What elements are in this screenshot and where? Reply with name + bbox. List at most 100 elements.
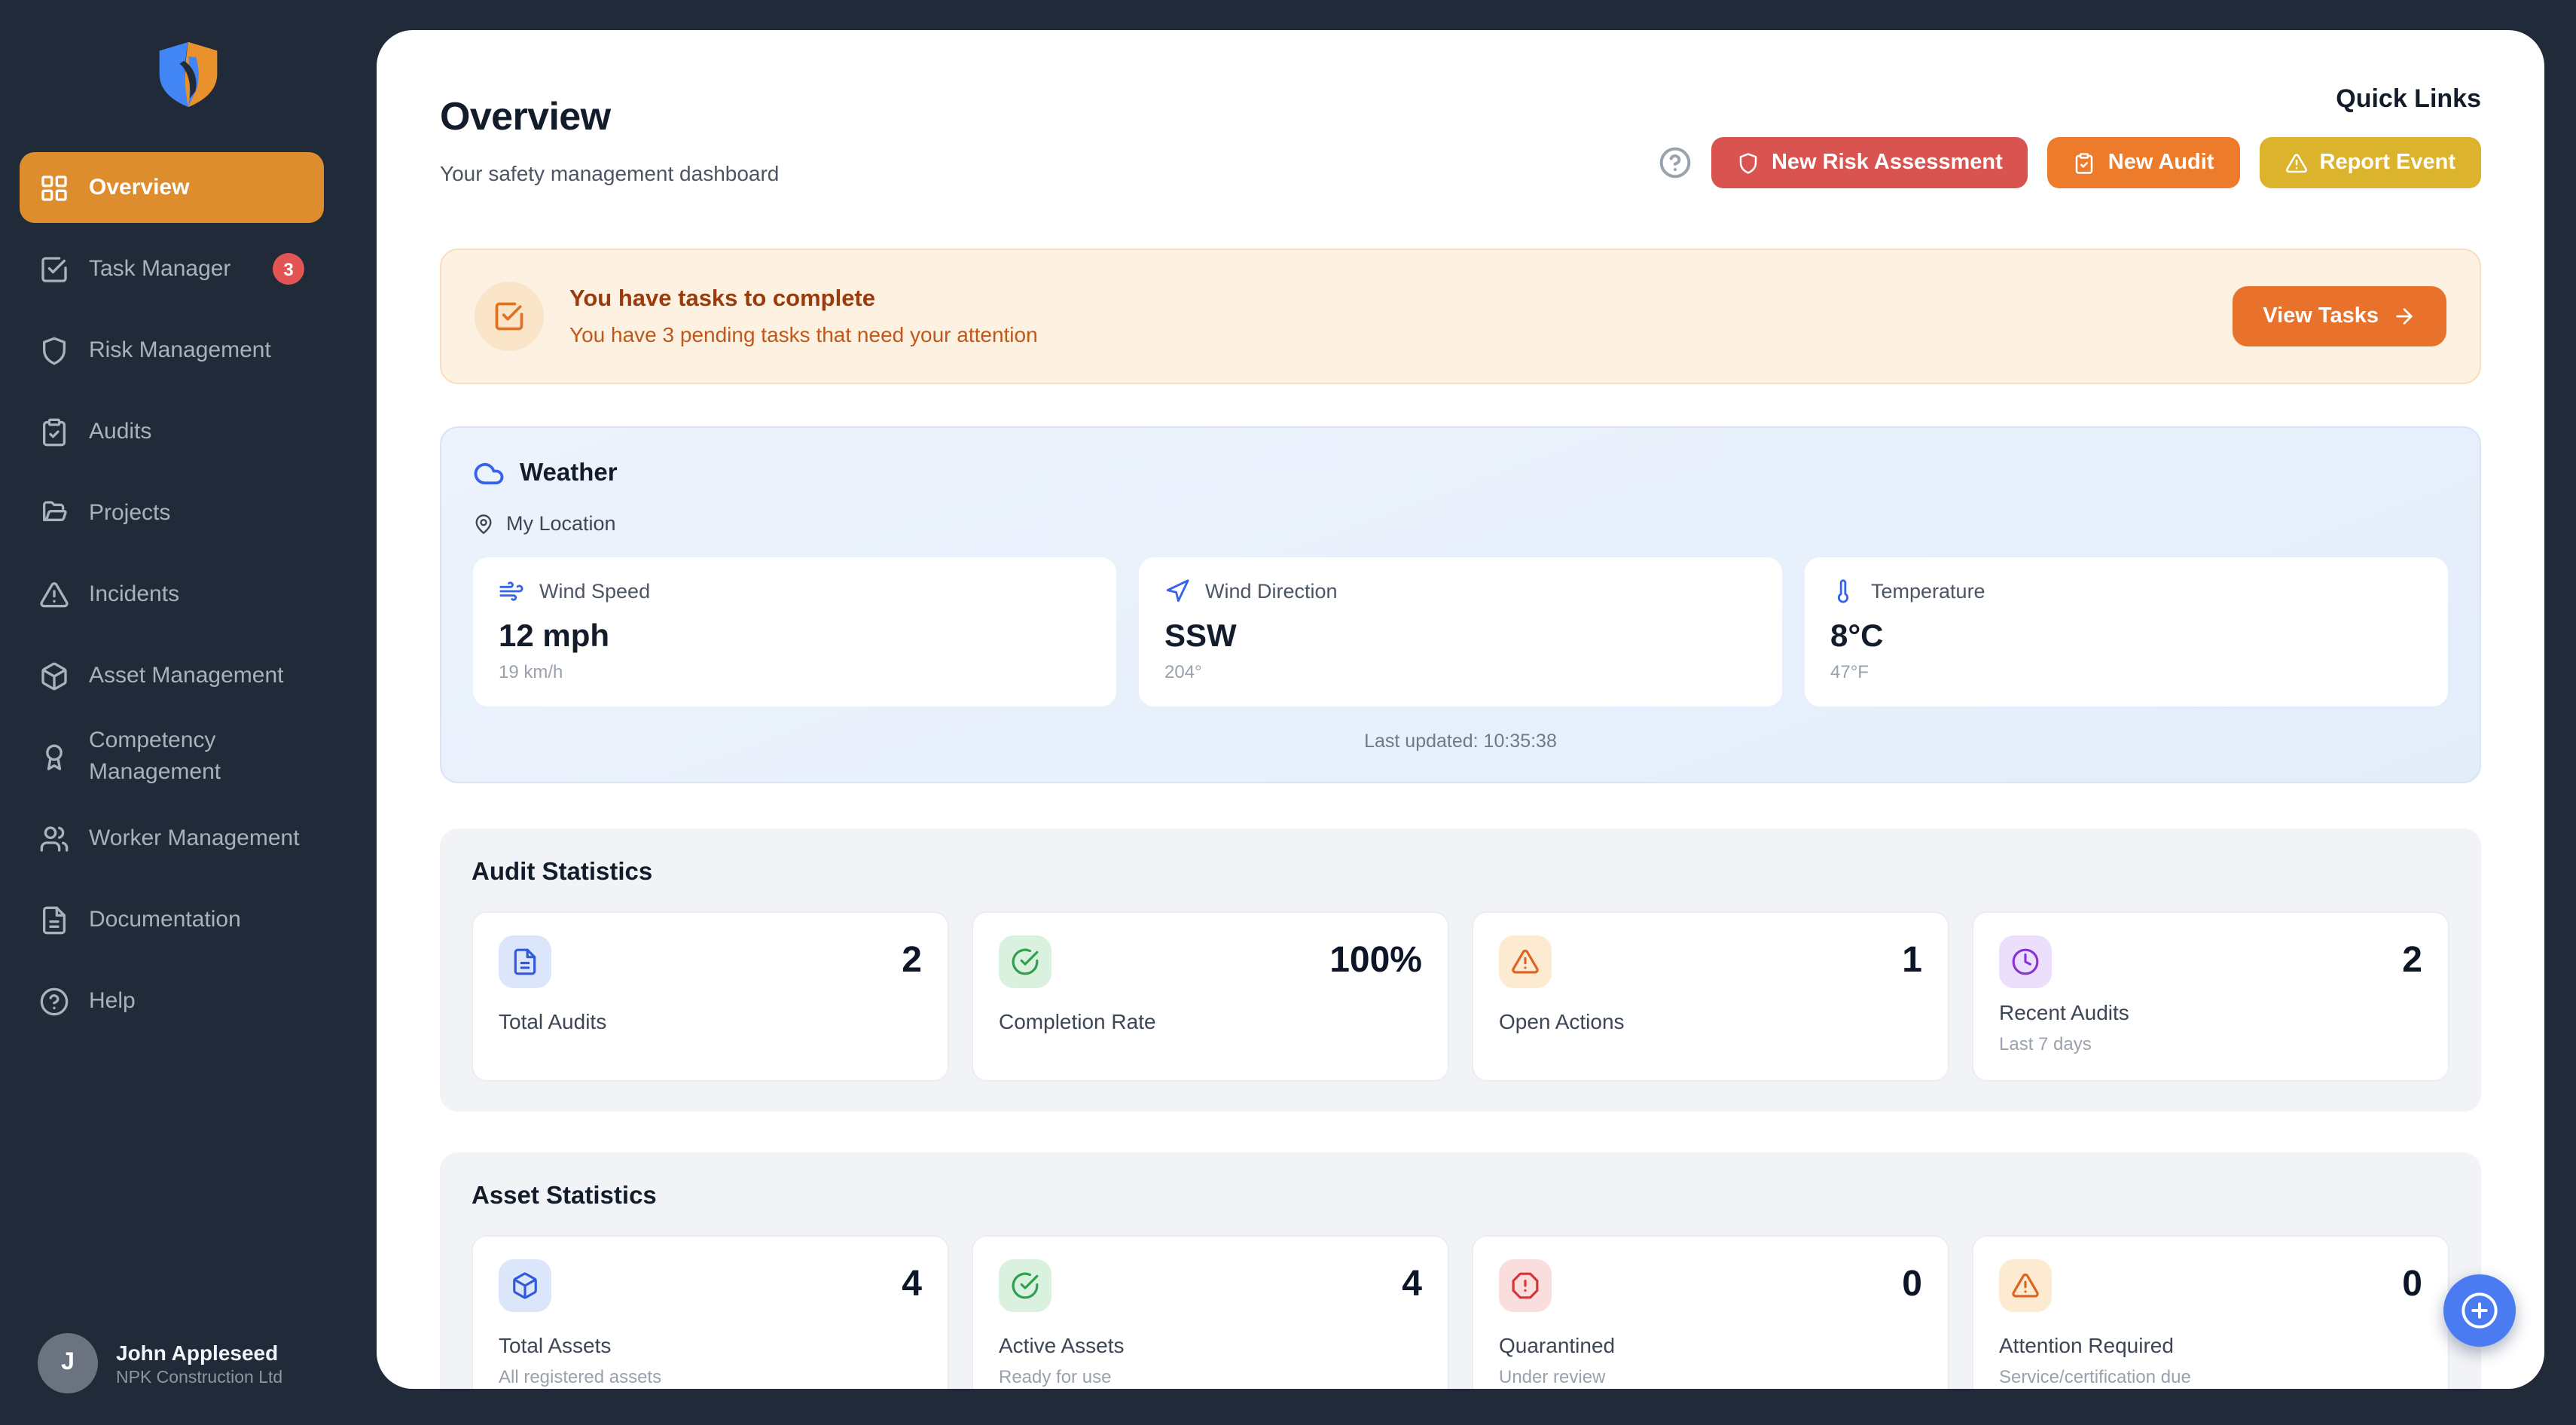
sidebar-item-label: Audits: [89, 419, 152, 444]
new-risk-assessment-button[interactable]: New Risk Assessment: [1711, 137, 2028, 188]
new-audit-button[interactable]: New Audit: [2047, 137, 2240, 188]
arrow-right-icon: [2392, 304, 2416, 328]
folder-open-icon: [39, 498, 69, 528]
page-header: Overview Your safety management dashboar…: [440, 84, 2481, 188]
user-profile[interactable]: J John Appleseed NPK Construction Ltd: [0, 1333, 377, 1425]
metric-value: 12 mph: [499, 619, 610, 654]
view-tasks-button[interactable]: View Tasks: [2233, 286, 2446, 346]
sidebar-item-competency-management[interactable]: Competency Management: [20, 722, 324, 792]
open-actions-card: 1 Open Actions: [1472, 911, 1949, 1082]
add-fab-button[interactable]: [2443, 1274, 2516, 1347]
alert-triangle-icon: [2285, 151, 2308, 174]
clipboard-check-icon: [39, 417, 69, 447]
clock-icon: [1999, 935, 2052, 988]
alert-triangle-icon: [1999, 1259, 2052, 1312]
stat-value: 0: [1902, 1264, 1922, 1304]
stat-label: Quarantined: [1499, 1333, 1616, 1357]
sidebar-item-label: Incidents: [89, 581, 180, 607]
metric-value: SSW: [1164, 619, 1237, 654]
quick-links-heading: Quick Links: [2336, 84, 2481, 113]
sidebar-item-label: Help: [89, 988, 136, 1014]
quick-links-actions: New Risk Assessment New Audit Report Eve…: [1659, 137, 2481, 188]
sidebar-item-incidents[interactable]: Incidents: [20, 559, 324, 630]
pending-tasks-banner: You have tasks to complete You have 3 pe…: [440, 249, 2481, 384]
sidebar-item-label: Overview: [89, 175, 190, 200]
sidebar-item-label: Risk Management: [89, 337, 271, 363]
button-label: View Tasks: [2263, 304, 2379, 328]
button-label: New Audit: [2107, 151, 2214, 175]
package-icon: [499, 1259, 551, 1312]
app-logo: [0, 0, 377, 110]
map-pin-icon: [473, 513, 494, 534]
stat-value: 4: [1402, 1264, 1422, 1304]
quarantined-card: 0 Quarantined Under review: [1472, 1235, 1949, 1389]
weather-title: Weather: [520, 459, 618, 487]
main-content: Overview Your safety management dashboar…: [377, 30, 2544, 1389]
shield-logo-icon: [154, 38, 223, 110]
section-title: Audit Statistics: [472, 859, 653, 886]
wind-icon: [499, 578, 524, 604]
user-name: John Appleseed: [116, 1340, 279, 1364]
check-circle-icon: [999, 935, 1051, 988]
metric-sub: 47°F: [1830, 661, 1869, 682]
shield-icon: [1737, 151, 1760, 174]
section-title: Asset Statistics: [472, 1182, 657, 1210]
sidebar-item-projects[interactable]: Projects: [20, 478, 324, 548]
plus-circle-icon: [2460, 1291, 2499, 1330]
check-circle-icon: [999, 1259, 1051, 1312]
button-label: New Risk Assessment: [1771, 151, 2003, 175]
active-assets-card: 4 Active Assets Ready for use: [972, 1235, 1449, 1389]
report-event-button[interactable]: Report Event: [2259, 137, 2481, 188]
recent-audits-card: 2 Recent Audits Last 7 days: [1972, 911, 2449, 1082]
metric-label: Wind Direction: [1205, 580, 1338, 603]
sidebar-item-overview[interactable]: Overview: [20, 152, 324, 223]
asset-statistics-section: Asset Statistics 4 Total Assets All regi…: [440, 1152, 2481, 1389]
help-circle-icon[interactable]: [1659, 146, 1692, 179]
sidebar: Overview Task Manager 3 Risk Management …: [0, 0, 377, 1425]
thermometer-icon: [1830, 578, 1856, 604]
sidebar-item-label: Projects: [89, 500, 171, 526]
sidebar-item-help[interactable]: Help: [20, 966, 324, 1036]
stat-value: 0: [2402, 1264, 2422, 1304]
weather-location: My Location: [506, 512, 616, 535]
stat-label: Open Actions: [1499, 1009, 1625, 1033]
sidebar-item-label: Task Manager: [89, 256, 231, 282]
metric-value: 8°C: [1830, 619, 1884, 654]
sidebar-item-label: Worker Management: [89, 825, 300, 851]
file-text-icon: [39, 905, 69, 935]
wind-direction-card: Wind Direction SSW 204°: [1139, 557, 1782, 706]
total-audits-card: 2 Total Audits: [472, 911, 949, 1082]
avatar: J: [38, 1333, 98, 1393]
sidebar-nav: Overview Task Manager 3 Risk Management …: [0, 152, 377, 1036]
stat-sub: All registered assets: [499, 1366, 662, 1387]
stat-value: 2: [902, 940, 922, 981]
octagon-alert-icon: [1499, 1259, 1552, 1312]
user-company: NPK Construction Ltd: [116, 1369, 283, 1387]
navigation-icon: [1164, 578, 1190, 604]
sidebar-item-risk-management[interactable]: Risk Management: [20, 315, 324, 386]
stat-label: Attention Required: [1999, 1333, 2174, 1357]
sidebar-item-asset-management[interactable]: Asset Management: [20, 640, 324, 711]
sidebar-item-worker-management[interactable]: Worker Management: [20, 803, 324, 874]
alert-triangle-icon: [1499, 935, 1552, 988]
sidebar-item-label: Competency Management: [89, 728, 221, 785]
alert-triangle-icon: [39, 579, 69, 609]
sidebar-item-task-manager[interactable]: Task Manager 3: [20, 233, 324, 304]
shield-icon: [39, 335, 69, 365]
temperature-card: Temperature 8°C 47°F: [1805, 557, 2448, 706]
file-text-icon: [499, 935, 551, 988]
sidebar-item-audits[interactable]: Audits: [20, 396, 324, 467]
check-square-icon: [475, 282, 544, 351]
stat-label: Total Audits: [499, 1009, 607, 1033]
stat-value: 1: [1902, 940, 1922, 981]
stat-label: Total Assets: [499, 1333, 612, 1357]
stat-sub: Ready for use: [999, 1366, 1112, 1387]
stat-value: 100%: [1329, 940, 1422, 981]
sidebar-item-documentation[interactable]: Documentation: [20, 884, 324, 955]
dashboard-grid-icon: [39, 172, 69, 203]
stat-label: Recent Audits: [1999, 1000, 2129, 1024]
stat-sub: Under review: [1499, 1366, 1606, 1387]
stat-sub: Last 7 days: [1999, 1033, 2092, 1054]
total-assets-card: 4 Total Assets All registered assets: [472, 1235, 949, 1389]
stat-label: Active Assets: [999, 1333, 1125, 1357]
